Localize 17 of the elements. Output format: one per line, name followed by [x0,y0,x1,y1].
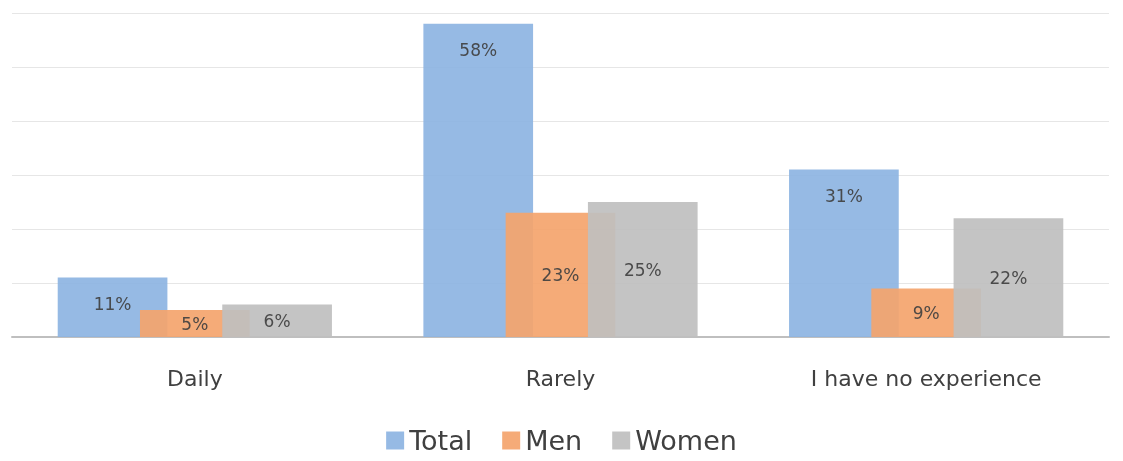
legend-label: Women [635,425,737,456]
data-label: 9% [912,302,940,323]
bar [423,23,534,337]
legend-label: Total [408,425,473,456]
bar [789,169,899,337]
legend-label: Men [525,425,583,456]
data-label: 11% [93,294,132,315]
data-label: 31% [824,186,863,207]
data-label: 23% [541,264,580,285]
x-tick-label: Daily [167,365,223,391]
data-label: 5% [181,313,209,334]
data-label: 22% [989,267,1028,288]
x-tick-label: I have no experience [810,365,1042,391]
data-label: 25% [623,259,662,280]
x-tick-label: Rarely [525,365,596,391]
data-label: 58% [459,40,498,61]
data-label: 6% [263,310,291,331]
